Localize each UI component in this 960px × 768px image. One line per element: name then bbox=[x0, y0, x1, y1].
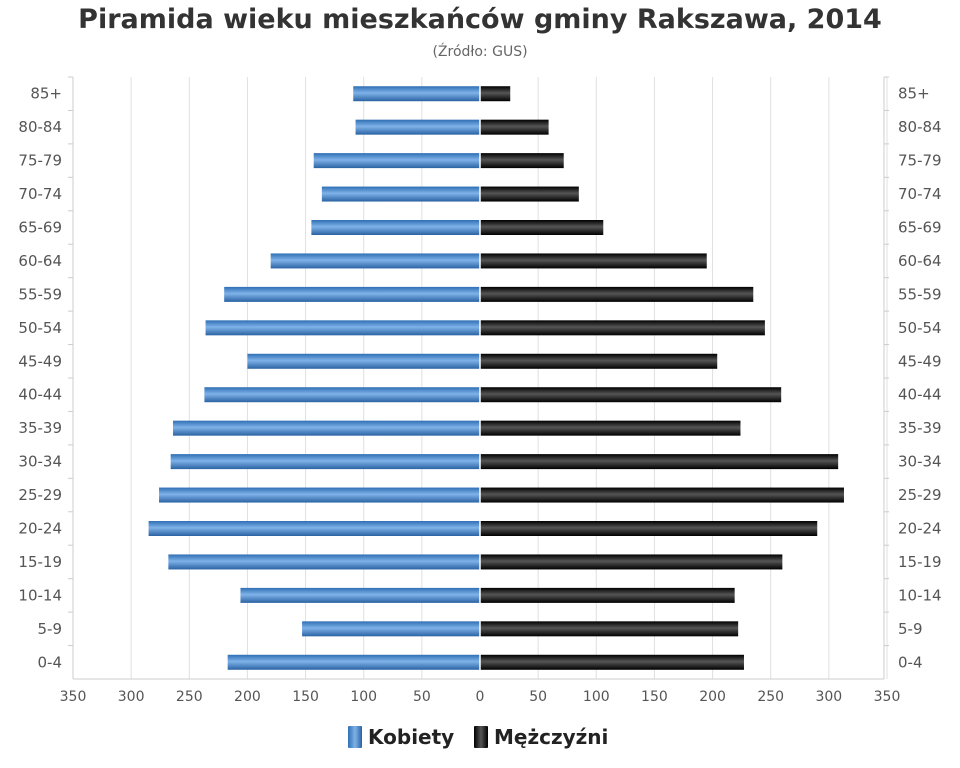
bar-mezczyzni[interactable] bbox=[480, 220, 604, 235]
category-label-left: 60-64 bbox=[18, 252, 62, 270]
bar-kobiety[interactable] bbox=[148, 521, 481, 536]
category-label-left: 20-24 bbox=[18, 520, 62, 538]
bar-kobiety[interactable] bbox=[159, 487, 480, 503]
category-label-right: 5-9 bbox=[898, 620, 923, 638]
legend-item-mezczyzni[interactable]: Mężczyźni bbox=[474, 722, 608, 752]
category-label-right: 70-74 bbox=[898, 185, 942, 203]
bar-mezczyzni[interactable] bbox=[480, 621, 739, 637]
x-tick-label: 100 bbox=[350, 689, 377, 705]
x-tick-label: 200 bbox=[234, 689, 261, 705]
category-label-left: 10-14 bbox=[18, 586, 62, 604]
category-label-right: 45-49 bbox=[898, 352, 942, 370]
category-label-left: 35-39 bbox=[18, 419, 62, 437]
bar-kobiety[interactable] bbox=[353, 86, 480, 102]
bar-kobiety[interactable] bbox=[170, 454, 480, 470]
category-label-right: 40-44 bbox=[898, 386, 942, 404]
bar-kobiety[interactable] bbox=[204, 387, 480, 403]
bar-mezczyzni[interactable] bbox=[480, 153, 564, 169]
category-label-right: 25-29 bbox=[898, 486, 942, 504]
x-tick-label: 150 bbox=[292, 689, 319, 705]
x-tick-label: 150 bbox=[641, 689, 668, 705]
bar-kobiety[interactable] bbox=[355, 119, 480, 135]
bar-kobiety[interactable] bbox=[313, 153, 480, 169]
bar-mezczyzni[interactable] bbox=[480, 454, 839, 470]
x-tick-label: 250 bbox=[176, 689, 203, 705]
x-tick-label: 250 bbox=[757, 689, 784, 705]
category-label-left: 55-59 bbox=[18, 285, 62, 303]
bar-kobiety[interactable] bbox=[173, 420, 480, 436]
category-label-left: 75-79 bbox=[18, 152, 62, 170]
legend-swatch-kobiety bbox=[348, 726, 362, 748]
bar-kobiety[interactable] bbox=[227, 654, 480, 670]
bar-kobiety[interactable] bbox=[321, 186, 480, 202]
category-label-right: 30-34 bbox=[898, 453, 942, 471]
category-label-left: 30-34 bbox=[18, 453, 62, 471]
category-label-right: 15-19 bbox=[898, 553, 942, 571]
bar-kobiety[interactable] bbox=[302, 621, 480, 637]
category-label-left: 50-54 bbox=[18, 319, 62, 337]
category-label-left: 5-9 bbox=[38, 620, 63, 638]
bar-mezczyzni[interactable] bbox=[480, 320, 765, 336]
category-label-left: 25-29 bbox=[18, 486, 62, 504]
bar-mezczyzni[interactable] bbox=[480, 487, 844, 503]
legend-label-mezczyzni: Mężczyźni bbox=[494, 725, 609, 749]
bar-mezczyzni[interactable] bbox=[480, 353, 718, 369]
category-label-right: 75-79 bbox=[898, 152, 942, 170]
bar-kobiety[interactable] bbox=[205, 320, 480, 336]
bar-mezczyzni[interactable] bbox=[480, 286, 754, 302]
bar-mezczyzni[interactable] bbox=[480, 387, 782, 403]
category-label-left: 40-44 bbox=[18, 386, 62, 404]
bar-kobiety[interactable] bbox=[224, 286, 480, 302]
bars-layer bbox=[148, 77, 844, 679]
category-label-right: 80-84 bbox=[898, 118, 942, 136]
bar-mezczyzni[interactable] bbox=[480, 587, 735, 603]
x-tick-label: 350 bbox=[874, 689, 901, 705]
legend-label-kobiety: Kobiety bbox=[368, 725, 455, 749]
x-tick-label: 200 bbox=[699, 689, 726, 705]
bar-mezczyzni[interactable] bbox=[480, 86, 511, 102]
category-label-right: 10-14 bbox=[898, 586, 942, 604]
category-label-left: 65-69 bbox=[18, 219, 62, 237]
category-label-right: 0-4 bbox=[898, 653, 923, 671]
chart-subtitle: (Źródło: GUS) bbox=[432, 44, 528, 60]
legend-swatch-mezczyzni bbox=[474, 726, 488, 748]
x-tick-label: 50 bbox=[529, 689, 547, 705]
bar-mezczyzni[interactable] bbox=[480, 253, 707, 269]
category-label-right: 35-39 bbox=[898, 419, 942, 437]
x-tick-label: 300 bbox=[118, 689, 145, 705]
bar-mezczyzni[interactable] bbox=[480, 186, 579, 202]
category-label-left: 0-4 bbox=[38, 653, 63, 671]
bar-kobiety[interactable] bbox=[247, 353, 480, 369]
bar-mezczyzni[interactable] bbox=[480, 654, 744, 670]
category-label-left: 15-19 bbox=[18, 553, 62, 571]
category-label-right: 60-64 bbox=[898, 252, 942, 270]
bar-kobiety[interactable] bbox=[270, 253, 480, 269]
bar-mezczyzni[interactable] bbox=[480, 119, 549, 135]
category-label-left: 70-74 bbox=[18, 185, 62, 203]
category-label-right: 50-54 bbox=[898, 319, 942, 337]
bar-kobiety[interactable] bbox=[168, 554, 480, 570]
chart-title: Piramida wieku mieszkańców gminy Rakszaw… bbox=[78, 4, 882, 35]
bar-mezczyzni[interactable] bbox=[480, 420, 741, 436]
category-label-right: 55-59 bbox=[898, 285, 942, 303]
x-tick-label: 0 bbox=[476, 689, 485, 705]
bar-mezczyzni[interactable] bbox=[480, 554, 783, 570]
x-tick-label: 100 bbox=[583, 689, 610, 705]
x-tick-label: 350 bbox=[60, 689, 87, 705]
x-tick-label: 50 bbox=[413, 689, 431, 705]
legend-item-kobiety[interactable]: Kobiety bbox=[348, 722, 454, 752]
category-label-left: 85+ bbox=[30, 85, 62, 103]
category-label-left: 45-49 bbox=[18, 352, 62, 370]
bar-kobiety[interactable] bbox=[311, 220, 480, 235]
category-label-right: 65-69 bbox=[898, 219, 942, 237]
x-tick-label: 300 bbox=[815, 689, 842, 705]
bar-mezczyzni[interactable] bbox=[480, 521, 818, 536]
category-label-left: 80-84 bbox=[18, 118, 62, 136]
category-label-right: 20-24 bbox=[898, 520, 942, 538]
axis-layer: 350 300 250 200 150 100 50 0 50 100 150 200 250 300 35… bbox=[18, 76, 942, 705]
bar-kobiety[interactable] bbox=[240, 587, 480, 603]
category-label-right: 85+ bbox=[898, 85, 930, 103]
